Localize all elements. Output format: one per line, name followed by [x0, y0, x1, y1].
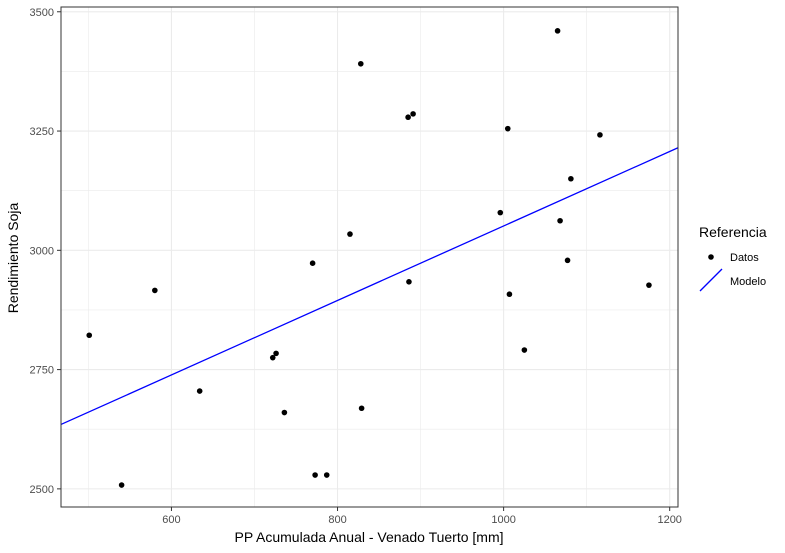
data-point-19 [521, 347, 528, 353]
legend-label-datos: Datos [730, 252, 759, 264]
data-point-16 [497, 209, 504, 216]
x-tick-label: 600 [162, 514, 180, 526]
data-point-22 [564, 257, 571, 264]
y-tick-label: 3250 [30, 126, 54, 138]
legend-title: Referencia [699, 224, 767, 240]
data-point-14 [406, 279, 412, 285]
data-point-1 [118, 482, 125, 488]
data-point-11 [357, 60, 364, 67]
data-point-21 [557, 217, 563, 224]
data-point-25 [646, 282, 652, 288]
grid-major [61, 7, 678, 507]
data-point-18 [506, 291, 513, 298]
legend-label-modelo: Modelo [730, 276, 766, 288]
data-point-3 [196, 388, 203, 394]
data-point-23 [568, 175, 574, 182]
y-tick-label: 2500 [30, 484, 54, 496]
data-point-4 [269, 354, 276, 361]
legend: Referencia Datos Modelo [699, 224, 767, 292]
y-axis-title: Rendimiento Soja [5, 203, 21, 314]
data-point-12 [358, 405, 365, 412]
grid-minor [61, 7, 678, 507]
points-layer [86, 28, 652, 488]
data-point-13 [405, 114, 411, 121]
y-tick-label: 3500 [30, 7, 54, 19]
model-line [60, 147, 679, 426]
data-point-10 [347, 231, 353, 237]
data-point-24 [597, 132, 603, 138]
data-point-20 [554, 28, 561, 34]
model-layer [60, 147, 679, 426]
data-point-5 [273, 350, 279, 357]
data-point-17 [504, 125, 511, 132]
x-axis-title: PP Acumulada Anual - Venado Tuerto [mm] [234, 529, 503, 545]
x-axis-ticks: 600 800 1000 1200 [162, 507, 682, 526]
legend-key-datos [708, 254, 714, 260]
data-point-9 [323, 472, 330, 478]
x-tick-label: 1200 [657, 514, 681, 526]
y-axis-ticks: 2500 2750 3000 3250 3500 [30, 7, 61, 496]
data-point-15 [410, 111, 416, 117]
panel-border [60, 6, 679, 508]
data-point-0 [86, 332, 93, 339]
data-point-7 [309, 260, 316, 267]
x-tick-label: 1000 [491, 514, 515, 526]
data-point-2 [152, 287, 158, 294]
y-tick-label: 3000 [30, 245, 54, 257]
data-point-8 [312, 472, 318, 478]
x-tick-label: 800 [328, 514, 346, 526]
y-tick-label: 2750 [30, 365, 54, 377]
legend-key-modelo [699, 268, 723, 292]
data-point-6 [281, 409, 288, 416]
